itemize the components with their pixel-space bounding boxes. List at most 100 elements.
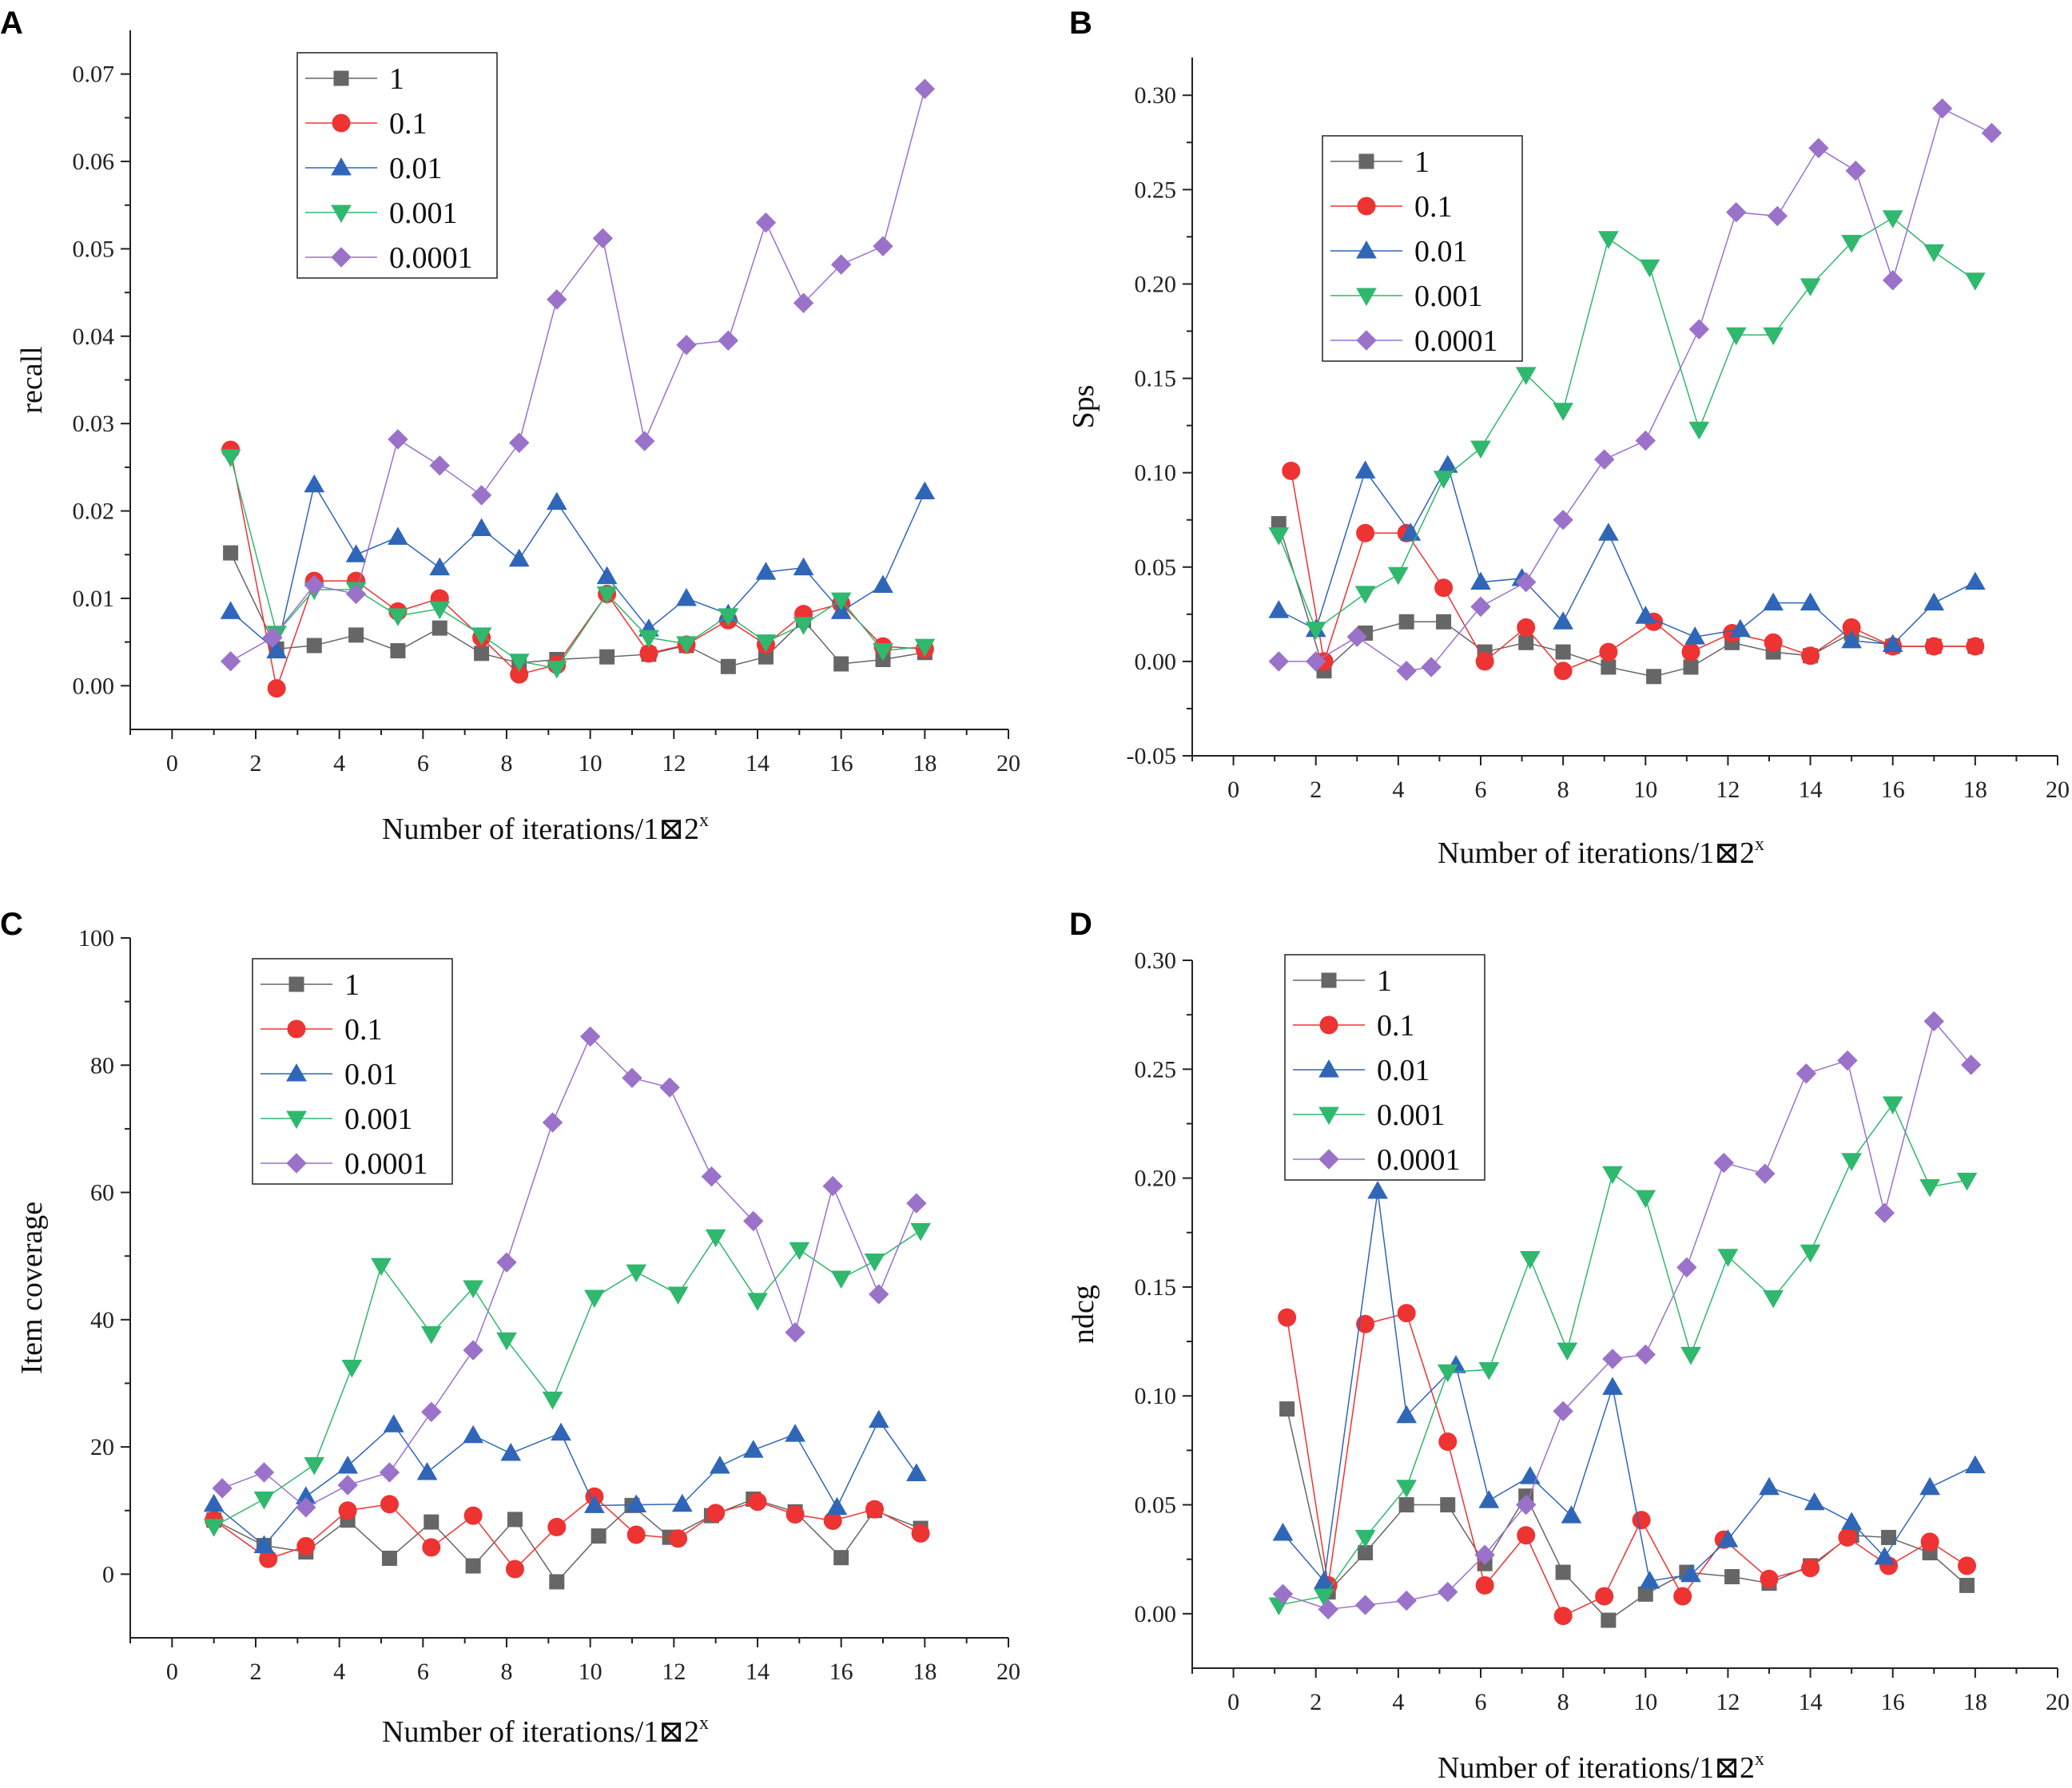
data-point	[465, 1558, 481, 1574]
legend-marker	[1356, 240, 1377, 259]
data-point	[1920, 1532, 1939, 1552]
x-tick-label: 4	[333, 1659, 345, 1685]
data-point	[667, 1286, 689, 1305]
y-tick-label: 0.30	[1135, 82, 1177, 109]
data-point	[1602, 1166, 1623, 1185]
x-axis-label-superscript: x	[699, 1713, 709, 1734]
data-point	[1796, 1063, 1817, 1084]
data-point	[220, 449, 241, 467]
data-point	[1397, 1304, 1416, 1323]
data-point	[1713, 1152, 1734, 1174]
data-point	[826, 1496, 848, 1516]
data-point	[1318, 1599, 1338, 1620]
series-0.01	[1268, 455, 1986, 653]
data-point	[720, 658, 736, 674]
data-point	[830, 254, 852, 275]
y-tick-label: 0.00	[73, 673, 115, 699]
x-tick-label: 12	[662, 750, 686, 777]
data-point	[868, 1409, 889, 1428]
data-point	[223, 545, 239, 561]
data-point	[1598, 522, 1619, 541]
y-tick-label: 0.20	[1135, 1166, 1177, 1192]
data-point	[793, 617, 814, 635]
data-point	[304, 574, 324, 596]
legend-marker	[1356, 288, 1377, 307]
x-tick-label: 8	[1557, 1689, 1569, 1715]
data-point	[338, 1501, 357, 1520]
data-point	[1981, 122, 2002, 144]
y-tick-label: 0.07	[73, 62, 115, 88]
x-axis-label-superscript: x	[1755, 834, 1764, 855]
panel-letter: D	[1069, 907, 1092, 942]
data-point	[1478, 1490, 1500, 1508]
data-point	[306, 638, 322, 654]
y-tick-label: 0.10	[1135, 460, 1177, 487]
data-point	[785, 1322, 805, 1343]
data-point	[1966, 637, 1985, 656]
data-point	[1557, 1342, 1578, 1361]
data-point	[701, 1166, 722, 1187]
data-point	[471, 627, 492, 646]
data-point	[1398, 1497, 1414, 1513]
data-point	[1553, 662, 1573, 681]
x-tick-label: 0	[1227, 777, 1239, 803]
x-tick-label: 16	[829, 750, 853, 777]
data-point	[551, 1422, 571, 1441]
legend-label: 0.001	[1377, 1099, 1446, 1132]
legend-marker	[331, 205, 352, 224]
data-point	[1882, 1096, 1903, 1115]
data-point	[1282, 461, 1301, 480]
data-point	[743, 1210, 764, 1232]
data-point	[388, 429, 408, 450]
data-point	[1639, 1570, 1660, 1589]
legend-label: 0.1	[344, 1013, 383, 1047]
y-tick-label: 100	[78, 925, 114, 952]
x-tick-label: 0	[166, 1659, 178, 1685]
legend-marker	[1357, 197, 1376, 216]
data-point	[1958, 1556, 1977, 1575]
data-point	[1923, 592, 1945, 611]
data-point	[822, 1175, 843, 1197]
data-point	[212, 1478, 233, 1499]
data-point	[1881, 1529, 1897, 1545]
legend-label: 0.01	[344, 1058, 398, 1091]
y-tick-label: 0.15	[1135, 1274, 1177, 1301]
data-point	[267, 679, 286, 698]
data-point	[833, 656, 849, 672]
data-point	[1517, 618, 1536, 637]
data-point	[388, 526, 408, 545]
data-point	[1555, 644, 1571, 660]
data-point	[1515, 367, 1537, 385]
x-tick-label: 18	[913, 1659, 937, 1685]
series-0.0001	[1268, 98, 2002, 681]
data-point	[546, 491, 567, 511]
data-point	[1688, 319, 1710, 340]
y-tick-label: 0.06	[73, 149, 115, 175]
data-point	[1808, 137, 1829, 159]
legend-label: 0.0001	[344, 1147, 428, 1181]
data-point	[203, 1493, 225, 1512]
data-point	[599, 649, 615, 665]
data-point	[626, 1264, 647, 1283]
panel-b: B 0 2 4 6 8 10 12 14 16 18 20 -0.05 0.00 0.05 0.10 0.15 0…	[1067, 6, 2070, 870]
series-0.0001	[1272, 1011, 1982, 1620]
data-point	[1726, 201, 1747, 223]
x-tick-label: 2	[1310, 777, 1322, 803]
data-point	[1755, 1163, 1776, 1184]
data-point	[785, 1505, 805, 1524]
data-point	[755, 634, 777, 653]
y-tick-label: 0	[102, 1561, 114, 1587]
y-tick-label: 0.01	[73, 586, 115, 612]
legend-box	[296, 52, 498, 279]
panel-letter: C	[0, 907, 23, 942]
data-point	[471, 485, 492, 506]
data-point	[1520, 1250, 1541, 1269]
data-point	[1688, 421, 1710, 440]
data-point	[1553, 611, 1574, 630]
data-point	[1555, 1564, 1571, 1580]
data-point	[1602, 1377, 1623, 1395]
legend-label: 0.01	[1414, 235, 1468, 268]
x-axis-label: Number of iterations/1⊠2x	[382, 1713, 709, 1749]
y-tick-label: 0.25	[1135, 177, 1177, 203]
panel-letter: A	[0, 6, 23, 41]
